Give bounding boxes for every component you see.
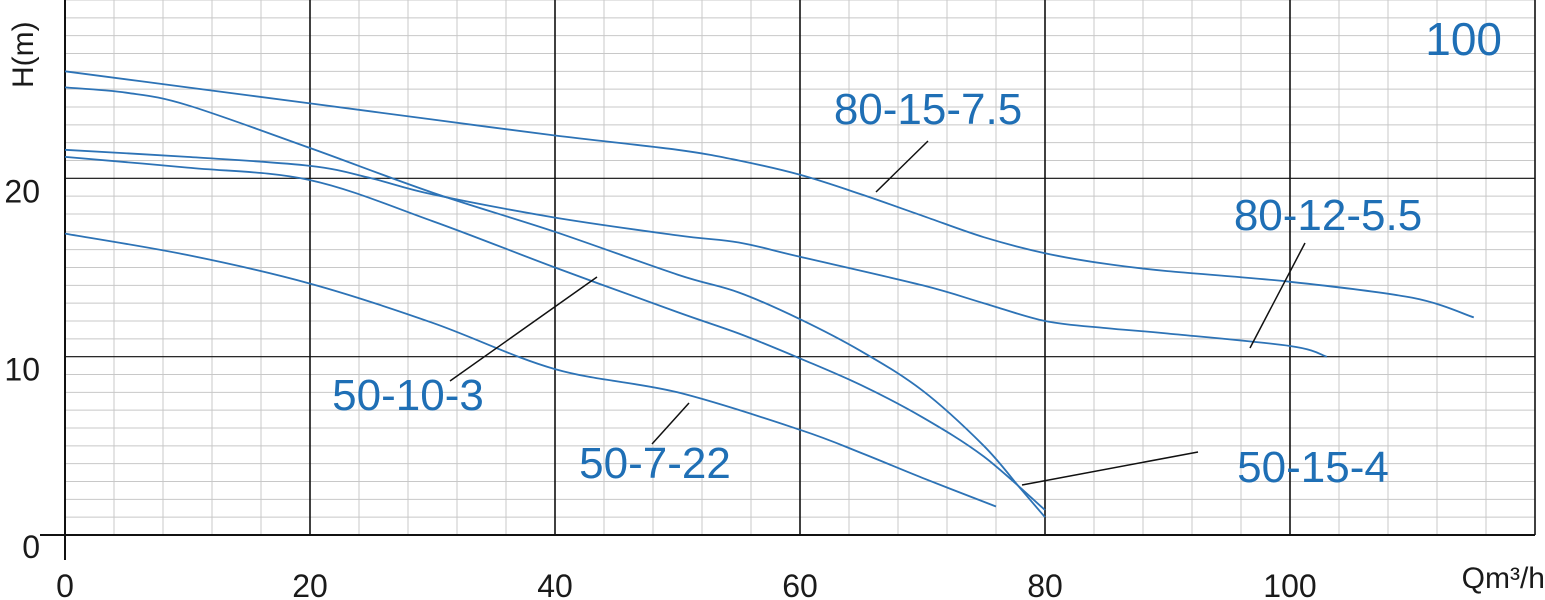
y-tick-label: 0 (22, 529, 40, 565)
y-tick-label: 20 (4, 173, 40, 209)
leader-line-80-15-7.5 (875, 140, 929, 193)
series-label-80-12-5.5: 80-12-5.5 (1234, 191, 1422, 240)
series-line-50-7-22 (64, 232, 997, 508)
x-tick-label: 0 (56, 568, 74, 600)
x-tick-label: 100 (1263, 568, 1316, 600)
x-axis-title: Qm³/h (1462, 562, 1545, 595)
leader-line-80-12-5.5 (1249, 242, 1306, 349)
axes (40, 0, 1536, 560)
x-tick-label: 60 (782, 568, 818, 600)
series-line-80-15-7.5 (64, 70, 1475, 319)
series-label-50-7-22: 50-7-22 (579, 439, 731, 488)
x-tick-label: 80 (1027, 568, 1063, 600)
series-label-80-15-7.5: 80-15-7.5 (834, 85, 1022, 134)
y-axis-title: H(m) (7, 21, 40, 88)
x-tick-label: 40 (537, 568, 573, 600)
series-line-50-15-4 (64, 86, 1046, 518)
series-labels: 80-15-7.5 80-12-5.5 50-15-4 50-10-3 50-7-22 (332, 85, 1422, 492)
x-tick-label: 20 (292, 568, 328, 600)
chart-labels: H(m) Qm³/h 100 (7, 13, 1545, 595)
corner-label: 100 (1425, 13, 1502, 65)
series-line-50-10-3 (64, 156, 1046, 511)
series-line-80-12-5.5 (64, 148, 1328, 358)
leader-line-50-7-22 (651, 402, 690, 445)
series-label-50-15-4: 50-15-4 (1237, 443, 1389, 492)
label-leader-lines (449, 140, 1306, 486)
major-grid (65, 0, 1535, 535)
series-curves (64, 70, 1475, 518)
y-tick-label: 10 (4, 352, 40, 388)
tick-labels: 0 20 40 60 80 100 0 10 20 (4, 173, 1316, 600)
leader-line-50-10-3 (449, 276, 598, 382)
series-label-50-10-3: 50-10-3 (332, 371, 484, 420)
leader-line-50-15-4 (1021, 451, 1199, 486)
